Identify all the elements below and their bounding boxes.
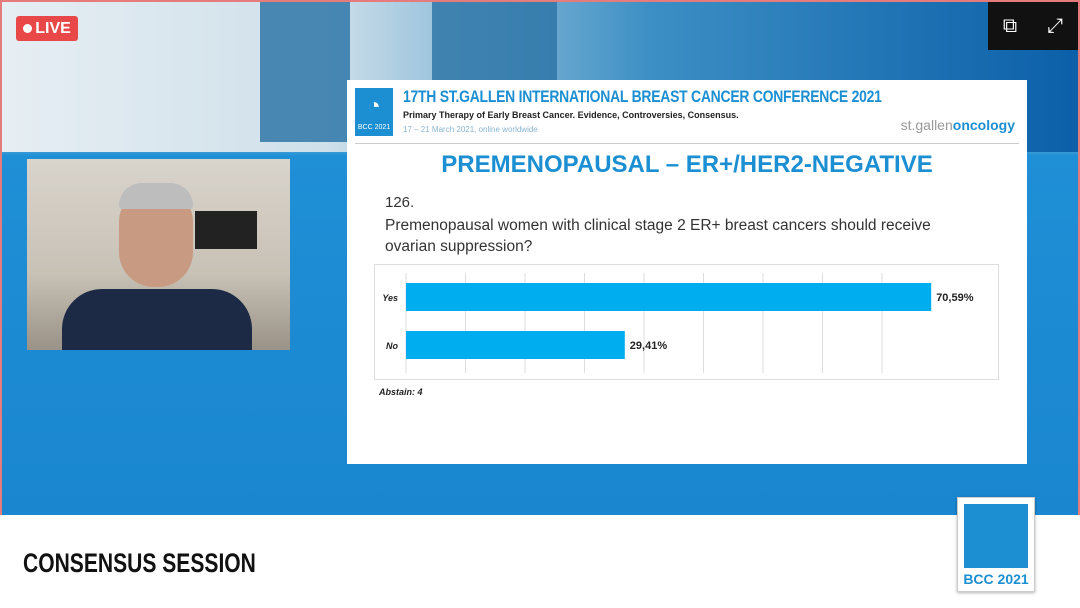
speaker-video (27, 159, 290, 350)
data-label: 29,41% (630, 340, 668, 352)
speaker-hair (119, 183, 193, 209)
vote-chart: Yes 70,59% No 29,41% (374, 264, 999, 380)
bar-yes (406, 283, 932, 311)
presentation-slide: ◔ BCC 2021 17TH ST.GALLEN INTERNATIONAL B… (347, 80, 1027, 464)
category-label: Yes (382, 293, 398, 303)
question-text: Premenopausal women with clinical stage … (385, 217, 931, 255)
popout-icon[interactable]: ⧉ (1002, 14, 1018, 37)
player-controls: ⧉ ⤢ (988, 2, 1078, 50)
session-title: CONSENSUS SESSION (23, 548, 256, 578)
tower-image (432, 2, 557, 82)
live-label: LIVE (35, 19, 71, 37)
live-badge: LIVE (16, 16, 78, 41)
stgallen-oncology-logo: st.gallenoncology (900, 117, 1015, 133)
tower-image (260, 2, 350, 142)
bcc-logo-mark (964, 504, 1028, 568)
bcc-logo: ◔ BCC 2021 (355, 88, 393, 136)
abstain-count: Abstain: 4 (379, 387, 423, 397)
conference-title: 17TH ST.GALLEN INTERNATIONAL BREAST CANC… (403, 87, 882, 106)
bar-no (406, 331, 625, 359)
conference-dates: 17 – 21 March 2021, online worldwide (403, 125, 538, 134)
tv-screen (195, 211, 257, 249)
data-label: 70,59% (936, 292, 974, 304)
conference-subtitle: Primary Therapy of Early Breast Cancer. … (403, 110, 739, 120)
bcc-footer-logo: BCC 2021 (957, 497, 1035, 592)
question-number: 126. (385, 194, 415, 211)
speaker-body (62, 289, 252, 350)
slide-topic: PREMENOPAUSAL – ER+/HER2-NEGATIVE (441, 151, 933, 178)
fullscreen-icon[interactable]: ⤢ (1047, 14, 1064, 37)
divider (355, 143, 1019, 144)
category-label: No (386, 341, 398, 351)
live-dot-icon (23, 24, 33, 33)
footer-band (0, 515, 1080, 608)
stream-video: LIVE ⧉ ⤢ ◔ BCC 2021 17TH ST.GALLEN INTERN… (0, 0, 1080, 515)
